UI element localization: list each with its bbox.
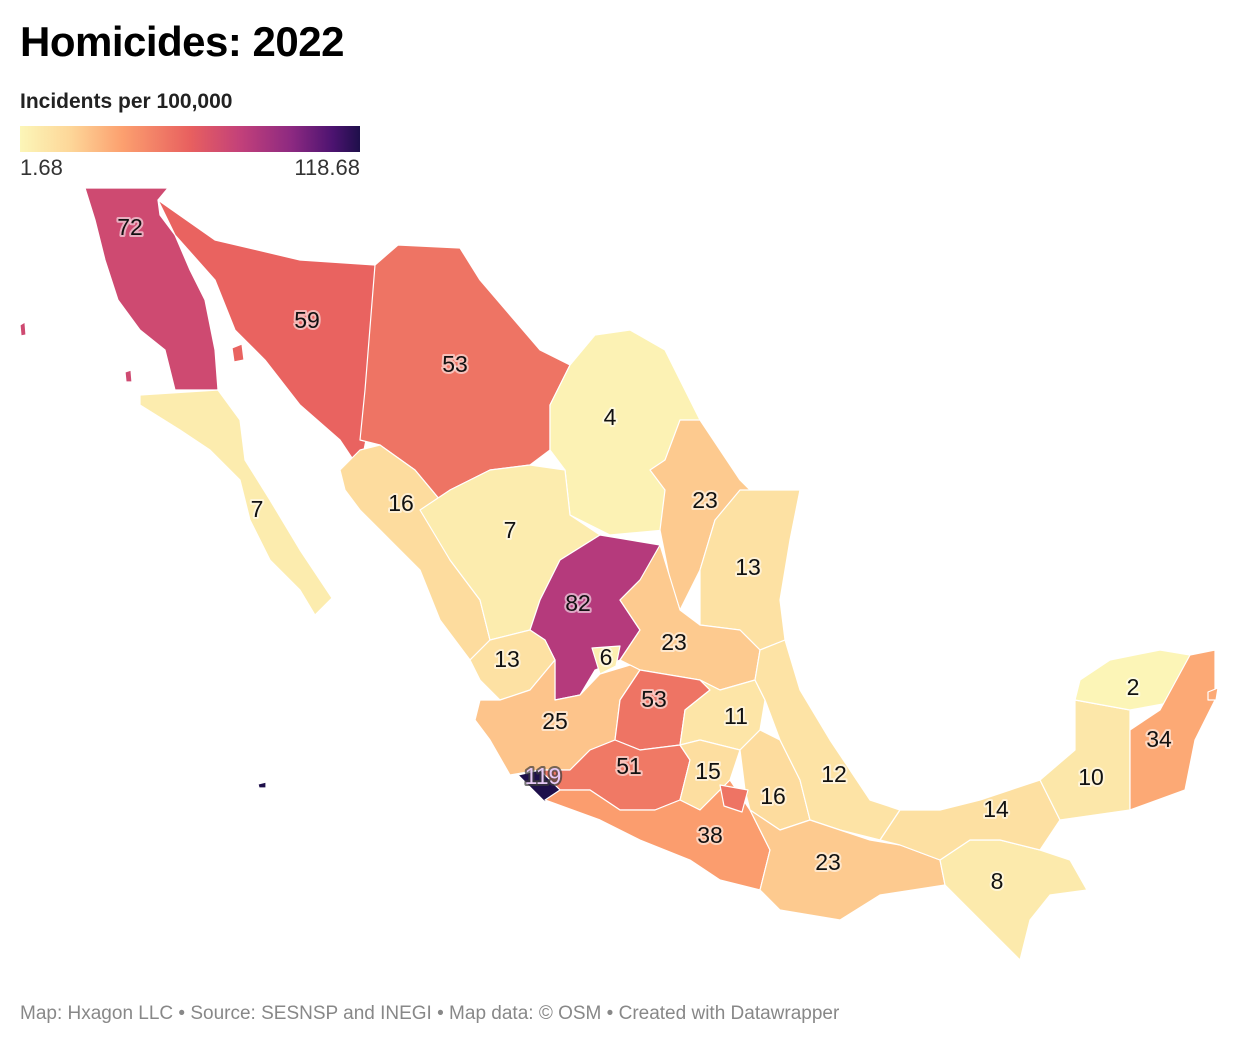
region-value-label: 7 [504, 517, 517, 543]
region-value-label: 4 [604, 404, 617, 430]
region-value-label: 13 [494, 646, 520, 672]
region-shape[interactable] [591, 645, 621, 675]
region-value-label: 7 [251, 496, 264, 522]
region-shape[interactable] [124, 369, 133, 383]
region-value-label: 34 [1146, 726, 1172, 752]
region-value-label: 51 [616, 753, 642, 779]
region-value-label: 11 [724, 703, 748, 729]
region-value-label: 23 [815, 849, 841, 875]
region-value-label: 25 [542, 708, 568, 734]
region-value-label: 53 [641, 686, 667, 712]
region-value-label: 6 [600, 644, 613, 670]
region-value-label: 59 [294, 307, 320, 333]
legend-min-label: 1.68 [20, 155, 63, 180]
region-value-label: 2 [1127, 674, 1140, 700]
legend-title: Incidents per 100,000 [20, 90, 233, 113]
region-value-label: 82 [565, 590, 591, 616]
legend-color-scale [20, 126, 360, 152]
region-value-label: 13 [735, 554, 761, 580]
region-shape[interactable] [231, 343, 245, 363]
region-value-label: 16 [388, 490, 414, 516]
region-shape[interactable] [139, 389, 333, 616]
region-value-label: 23 [692, 487, 718, 513]
region-value-label: 14 [983, 796, 1009, 822]
region-value-label: 10 [1078, 764, 1104, 790]
region-shape[interactable] [257, 781, 267, 789]
footer-credits: Map: Hxagon LLC • Source: SESNSP and INE… [20, 1003, 840, 1024]
legend-max-label: 118.68 [294, 155, 360, 180]
region-shape[interactable] [1129, 649, 1216, 811]
region-value-label: 72 [117, 214, 143, 240]
region-shape[interactable] [1207, 687, 1219, 701]
region-shape[interactable] [19, 321, 27, 337]
region-shape[interactable] [1074, 649, 1191, 711]
region-shape[interactable] [84, 187, 219, 391]
region-shape[interactable] [719, 784, 749, 813]
region-value-label: 16 [760, 783, 786, 809]
region-value-label: 38 [697, 822, 723, 848]
region-value-label: 15 [695, 758, 721, 784]
region-value-label: 12 [821, 761, 847, 787]
region-value-label: 8 [991, 868, 1004, 894]
map-title: Homicides: 2022 [20, 18, 345, 65]
region-shape[interactable] [1039, 699, 1131, 821]
region-value-label: 53 [442, 351, 468, 377]
region-value-label: 23 [661, 629, 687, 655]
region-shape[interactable] [939, 839, 1088, 961]
region-value-label: 119 [525, 763, 562, 789]
